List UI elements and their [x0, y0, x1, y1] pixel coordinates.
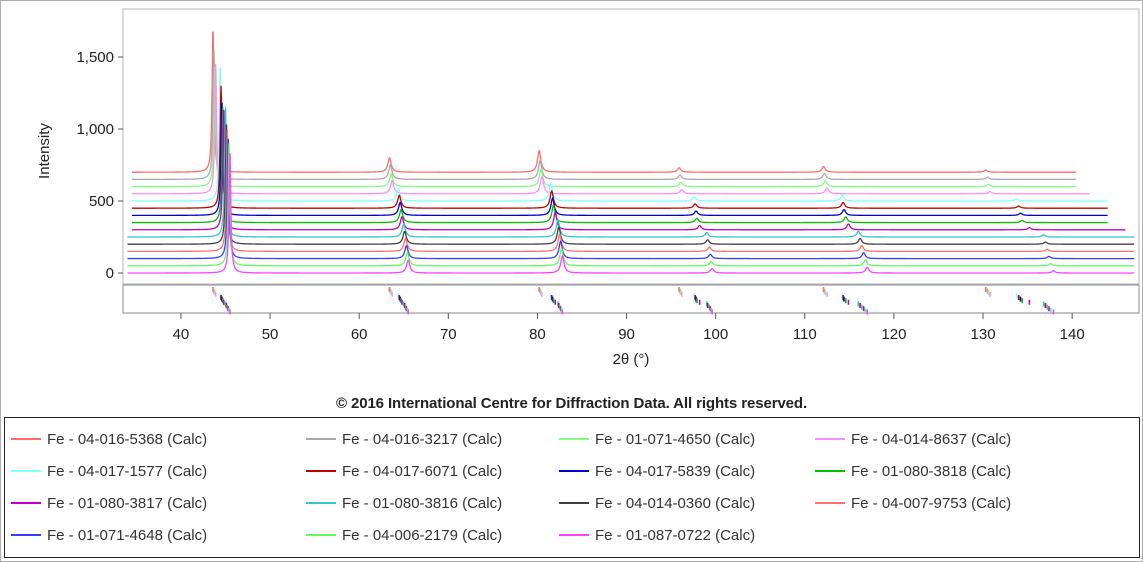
legend-swatch: [306, 502, 336, 504]
x-tick-label: 70: [440, 326, 457, 343]
legend-swatch: [559, 438, 589, 440]
legend-swatch: [559, 470, 589, 472]
legend-label: Fe - 04-017-1577 (Calc): [47, 462, 208, 480]
y-tick-label: 1,000: [76, 121, 114, 138]
y-tick-label: 500: [89, 193, 114, 210]
x-tick-label: 130: [971, 326, 996, 343]
series-line-13: [127, 138, 1135, 260]
series-line-7: [131, 102, 1108, 217]
series-line-12: [127, 128, 1135, 253]
x-tick-label: 90: [618, 326, 635, 343]
legend-label: Fe - 04-014-8637 (Calc): [851, 430, 1012, 448]
plot-area: [122, 8, 1140, 285]
series-line-4: [131, 64, 1090, 195]
x-tick-label: 60: [351, 326, 368, 343]
legend-swatch: [11, 502, 41, 504]
x-tick-label: 140: [1060, 326, 1085, 343]
series-line-1: [131, 31, 1077, 173]
legend-item[interactable]: Fe - 04-007-9753 (Calc): [815, 490, 1011, 516]
x-tick-label: 40: [173, 326, 190, 343]
legend-swatch: [11, 470, 41, 472]
y-axis-label: Intensity: [36, 123, 53, 179]
x-axis: 40 50 60 70 80 90 100 110 120 130 140: [173, 313, 1085, 343]
legend-item[interactable]: Fe - 01-080-3818 (Calc): [815, 458, 1011, 484]
legend-swatch: [559, 534, 589, 536]
legend-item[interactable]: Fe - 01-071-4650 (Calc): [559, 426, 755, 452]
series-line-11: [127, 124, 1135, 245]
legend-swatch: [815, 502, 845, 504]
x-tick-label: 80: [529, 326, 546, 343]
legend-label: Fe - 04-006-2179 (Calc): [342, 526, 503, 544]
legend-label: Fe - 04-007-9753 (Calc): [851, 494, 1012, 512]
x-tick-label: 110: [793, 326, 817, 343]
y-tick-label: 0: [106, 265, 114, 282]
legend-label: Fe - 04-016-5368 (Calc): [47, 430, 208, 448]
legend-label: Fe - 04-017-5839 (Calc): [595, 462, 756, 480]
copyright-notice: © 2016 International Centre for Diffract…: [335, 395, 808, 412]
x-axis-label: 2θ (°): [613, 351, 650, 368]
legend-label: Fe - 04-017-6071 (Calc): [342, 462, 503, 480]
series-line-14: [127, 143, 1135, 267]
series-layer: [127, 31, 1135, 274]
legend-label: Fe - 01-080-3817 (Calc): [47, 494, 208, 512]
legend-item[interactable]: Fe - 04-017-6071 (Calc): [306, 458, 502, 484]
legend-label: Fe - 01-087-0722 (Calc): [595, 526, 756, 544]
legend-swatch: [306, 470, 336, 472]
legend-label: Fe - 01-080-3816 (Calc): [342, 494, 503, 512]
series-line-2: [131, 49, 1077, 181]
legend: Fe - 04-016-5368 (Calc) Fe - 04-016-3217 …: [4, 417, 1140, 558]
legend-item[interactable]: Fe - 01-071-4648 (Calc): [11, 522, 207, 548]
legend-item[interactable]: Fe - 04-017-5839 (Calc): [559, 458, 755, 484]
x-tick-label: 120: [881, 326, 906, 343]
legend-item[interactable]: Fe - 04-006-2179 (Calc): [306, 522, 502, 548]
legend-label: Fe - 01-080-3818 (Calc): [851, 462, 1012, 480]
legend-swatch: [306, 438, 336, 440]
legend-swatch: [11, 438, 41, 440]
legend-item[interactable]: Fe - 04-014-8637 (Calc): [815, 426, 1011, 452]
legend-item[interactable]: Fe - 04-016-5368 (Calc): [11, 426, 207, 452]
legend-swatch: [306, 534, 336, 536]
series-line-15: [127, 153, 1135, 274]
series-line-8: [131, 107, 1108, 224]
series-line-9: [131, 110, 1126, 231]
legend-item[interactable]: Fe - 04-017-1577 (Calc): [11, 458, 207, 484]
legend-item[interactable]: Fe - 04-016-3217 (Calc): [306, 426, 502, 452]
y-axis: 0 500 1,000 1,500: [76, 49, 123, 282]
series-line-6: [131, 85, 1108, 209]
legend-label: Fe - 01-071-4648 (Calc): [47, 526, 208, 544]
legend-item[interactable]: Fe - 01-080-3816 (Calc): [306, 490, 502, 516]
x-tick-label: 100: [703, 326, 728, 343]
legend-label: Fe - 01-071-4650 (Calc): [595, 430, 756, 448]
legend-label: Fe - 04-014-0360 (Calc): [595, 494, 756, 512]
diffraction-plot: 0 500 1,000 1,500 40 50 60 70 80 90 100 110 120 130 1…: [36, 8, 1140, 368]
x-tick-label: 50: [262, 326, 279, 343]
legend-item[interactable]: Fe - 04-014-0360 (Calc): [559, 490, 755, 516]
series-line-5: [131, 67, 1108, 202]
legend-swatch: [815, 470, 845, 472]
legend-swatch: [559, 502, 589, 504]
legend-swatch: [815, 438, 845, 440]
marker-layer: [212, 287, 1055, 315]
legend-swatch: [11, 534, 41, 536]
legend-item[interactable]: Fe - 01-080-3817 (Calc): [11, 490, 207, 516]
legend-label: Fe - 04-016-3217 (Calc): [342, 430, 503, 448]
series-line-10: [127, 107, 1135, 238]
series-line-3: [131, 66, 1077, 188]
legend-item[interactable]: Fe - 01-087-0722 (Calc): [559, 522, 755, 548]
y-tick-label: 1,500: [76, 49, 114, 66]
marker-strip: [122, 284, 1140, 314]
